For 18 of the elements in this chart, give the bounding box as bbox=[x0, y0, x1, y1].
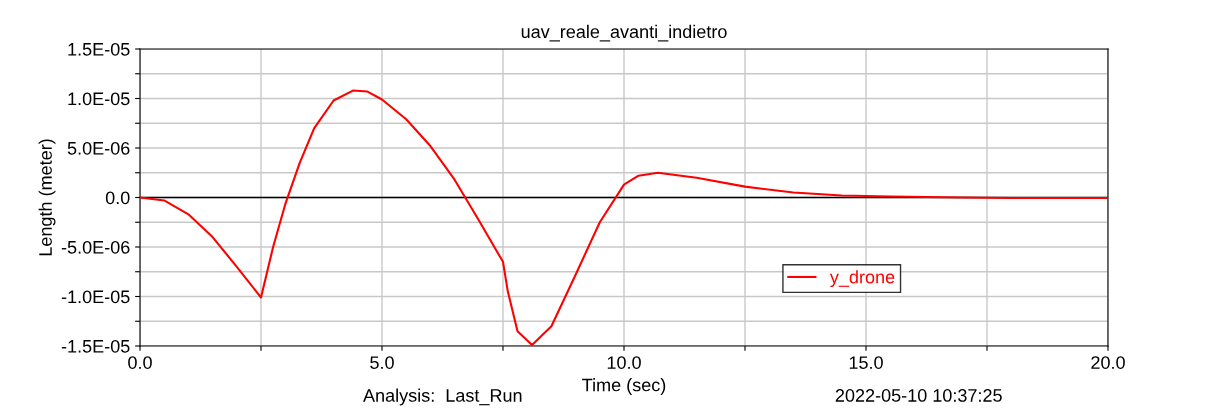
y-tick-label: 1.5E-05 bbox=[68, 42, 130, 56]
text: 2022-05-10 10:37:25 bbox=[835, 389, 1002, 402]
y-tick-label: -1.0E-05 bbox=[61, 290, 130, 304]
x-axis-title: Time (sec) bbox=[582, 378, 666, 395]
x-tick-label: 10.0 bbox=[607, 356, 641, 369]
chart-title: uav_reale_avanti_indietro bbox=[521, 24, 727, 42]
legend-label: y_drone bbox=[829, 270, 895, 288]
x-tick-label: 0.0 bbox=[128, 356, 152, 369]
x-tick-label: 5.0 bbox=[370, 356, 394, 369]
y-tick-label: 5.0E-06 bbox=[67, 141, 130, 155]
y-tick-label: -5.0E-06 bbox=[61, 240, 130, 254]
y-tick-label: 0.0 bbox=[105, 191, 130, 205]
text: Analysis: Last_Run bbox=[363, 388, 522, 406]
x-tick-label: 20.0 bbox=[1091, 356, 1125, 369]
y-tick-label: -1.5E-05 bbox=[61, 339, 130, 353]
y-tick-label: 1.0E-05 bbox=[68, 92, 130, 106]
x-tick-label: 15.0 bbox=[849, 356, 883, 369]
y-axis-title: Length (meter) bbox=[38, 139, 56, 256]
